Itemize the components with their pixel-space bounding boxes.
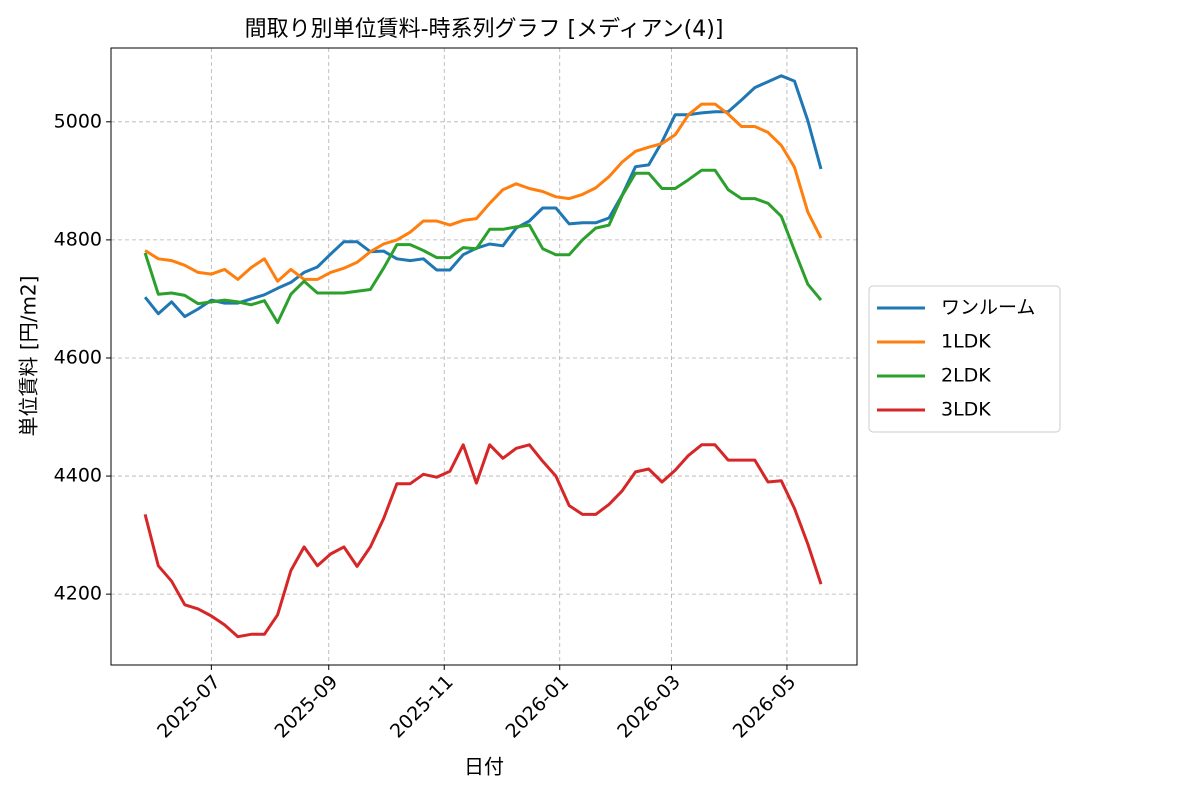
y-axis-label: 単位賃料 [円/m2] [17, 276, 41, 437]
legend: ワンルーム 1LDK 2LDK 3LDK [868, 285, 1061, 433]
y-tick-label: 4200 [54, 583, 102, 605]
x-tick-label: 2025-11 [386, 671, 458, 743]
legend-box [868, 285, 1061, 433]
x-tick-label: 2026-03 [613, 671, 685, 743]
y-tick-label: 4800 [54, 228, 102, 250]
legend-label: 1LDK [941, 331, 991, 353]
x-tick-label: 2026-01 [501, 671, 573, 743]
series-line [143, 443, 823, 639]
legend-label: 2LDK [941, 365, 991, 387]
x-tick-label: 2025-09 [270, 671, 342, 743]
x-tick-label: 2025-07 [153, 671, 225, 743]
chart-title: 間取り別単位賃料-時系列グラフ [メディアン(4)] [245, 17, 724, 42]
series-line [143, 168, 823, 325]
series-line [144, 102, 823, 283]
legend-label: ワンルーム [941, 297, 1035, 319]
y-tick-label: 4600 [54, 346, 102, 368]
series-line [143, 74, 823, 319]
legend-label: 3LDK [941, 399, 991, 421]
y-tick-label: 4400 [54, 465, 102, 487]
x-tick-label: 2026-05 [729, 671, 801, 743]
x-axis-label: 日付 [464, 755, 504, 779]
plot-frame [110, 47, 858, 666]
y-tick-label: 5000 [54, 110, 102, 132]
